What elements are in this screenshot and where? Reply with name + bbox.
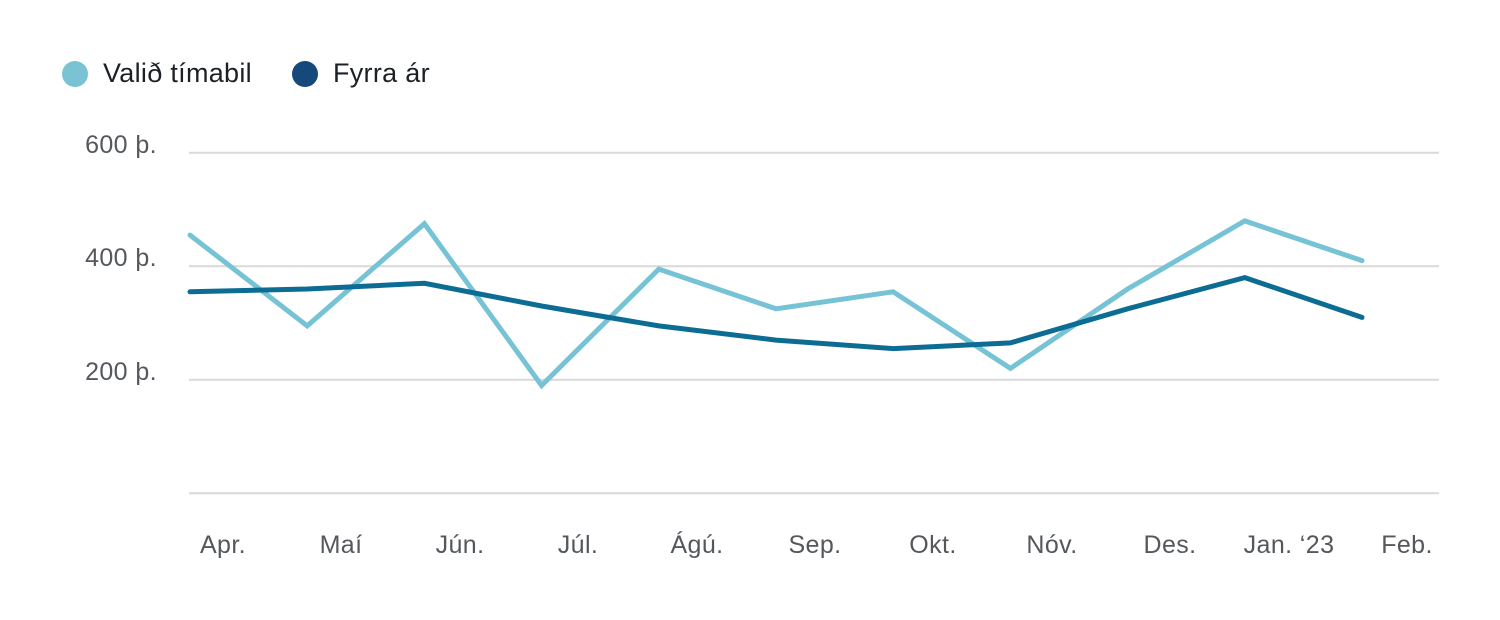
x-axis-label: Apr. (199, 531, 247, 559)
x-axis-label: Júl. (557, 531, 599, 559)
legend-item-valid-timabil[interactable]: Valið tímabil (62, 58, 252, 89)
x-axis-label: Des. (1143, 531, 1197, 559)
legend-label-fyrra-ar: Fyrra ár (332, 58, 430, 88)
series-line-vali-t-mabil (187, 218, 1365, 390)
y-axis-label: 400 þ. (85, 244, 157, 272)
legend-dot-icon (291, 60, 318, 87)
x-axis-label: Ágú. (670, 531, 724, 559)
legend-label-valid-timabil: Valið tímabil (103, 58, 252, 88)
x-axis-label: Maí (319, 531, 363, 559)
x-axis-label: Sep. (788, 531, 842, 559)
x-axis-label: Jan. ‘23 (1243, 531, 1335, 559)
y-axis-label: 600 þ. (85, 131, 157, 159)
series-line-fyrra-r (187, 274, 1365, 352)
x-axis-label: Nóv. (1026, 531, 1078, 559)
y-axis-label: 200 þ. (85, 358, 157, 386)
legend-item-fyrra-ar[interactable]: Fyrra ár (291, 58, 430, 89)
chart-legend: Valið tímabil Fyrra ár (62, 58, 430, 89)
x-axis-label: Okt. (909, 531, 957, 559)
legend-dot-icon (62, 60, 88, 87)
x-axis-label: Feb. (1381, 531, 1433, 559)
x-axis-label: Jún. (435, 531, 485, 559)
